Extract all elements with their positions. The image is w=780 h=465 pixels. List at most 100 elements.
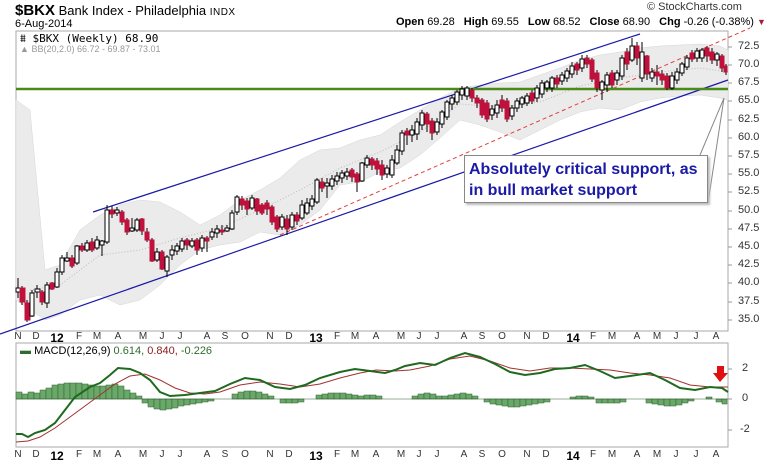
x-tick-label: M	[607, 449, 617, 460]
x-tick-label: N	[523, 331, 531, 342]
macd-line	[16, 351, 729, 439]
x-tick-label: J	[434, 449, 440, 460]
x-tick-label: S	[221, 331, 229, 342]
signal-value: 0.840,	[147, 345, 178, 357]
y-tick-label: 52.5	[738, 185, 760, 197]
price-legend: ⩩ $BKX (Weekly) 68.90	[20, 32, 158, 46]
y-tick-label: 57.5	[738, 149, 760, 161]
x-tick-label: J	[159, 331, 165, 342]
y-tick-label: 42.5	[738, 258, 760, 270]
y-tick-label: 55.0	[738, 167, 760, 179]
x-tick-label: A	[712, 449, 720, 460]
bb-legend: ▲ BB(20,2.0) 66.72 - 69.87 - 73.01	[20, 44, 161, 54]
x-tick-label: M	[396, 331, 406, 342]
x-tick-label: S	[478, 331, 486, 342]
price-legend-text: $BKX (Weekly) 68.90	[32, 32, 159, 45]
y-tick-label: 45.0	[738, 240, 760, 252]
x-tick-label: M	[607, 331, 617, 342]
macd-value: 0.614,	[113, 345, 145, 357]
chg-label: Chg	[659, 16, 681, 28]
down-triangle-icon: ▼	[757, 17, 766, 27]
x-tick-label: J	[416, 331, 422, 342]
chart-title: $BKX Bank Index - Philadelphia INDX	[15, 2, 236, 19]
bb-icon: ▲	[20, 44, 29, 54]
open-label: Open	[396, 16, 425, 28]
x-tick-label: D	[32, 449, 40, 460]
x-tick-label: M	[652, 331, 662, 342]
open-value: 69.28	[427, 16, 455, 28]
x-tick-label: A	[114, 331, 122, 342]
x-tick-label: A	[114, 449, 122, 460]
x-tick-label: A	[712, 331, 720, 342]
x-tick-label: A	[460, 449, 468, 460]
x-tick-label: A	[372, 449, 380, 460]
x-tick-label: M	[138, 331, 148, 342]
x-tick-label: J	[177, 449, 183, 460]
chg-value: -0.26 (-0.38%)	[683, 16, 754, 28]
ohlc-bar: Open 69.28 High 69.55 Low 68.52 Close 68…	[396, 16, 766, 28]
macd-y-tick-label: -2	[740, 423, 750, 435]
x-tick-label: M	[350, 331, 360, 342]
x-tick-label: M	[138, 449, 148, 460]
macd-legend-swatch: ▬	[20, 345, 31, 357]
x-tick-label: 12	[50, 331, 64, 345]
high-value: 69.55	[491, 16, 519, 28]
x-tick-label: A	[460, 331, 468, 342]
macd-y-tick-label: 2	[742, 362, 749, 374]
candlesticks	[15, 38, 728, 322]
x-tick-label: J	[177, 331, 183, 342]
candle-icon: ⩩	[20, 32, 26, 45]
x-tick-label: N	[523, 449, 531, 460]
x-tick-label: F	[75, 331, 83, 342]
x-tick-label: M	[652, 449, 662, 460]
y-tick-label: 37.5	[738, 295, 760, 307]
x-tick-label: D	[32, 331, 40, 342]
exchange: INDX	[209, 7, 236, 18]
sell-signal-arrow-icon	[713, 366, 728, 382]
x-tick-label: F	[589, 449, 597, 460]
x-tick-label: N	[266, 449, 274, 460]
y-tick-label: 65.0	[738, 94, 760, 106]
x-tick-label: F	[333, 331, 341, 342]
macd-y-tick-label: 0	[742, 392, 749, 404]
x-tick-label: A	[203, 449, 211, 460]
y-tick-label: 47.5	[738, 222, 760, 234]
x-tick-label: 14	[566, 331, 580, 345]
x-tick-label: D	[285, 331, 293, 342]
y-tick-label: 40.0	[738, 276, 760, 288]
x-tick-label: O	[241, 331, 249, 342]
x-tick-label: A	[633, 449, 641, 460]
x-tick-label: F	[333, 449, 341, 460]
x-tick-label: M	[92, 331, 102, 342]
bollinger-midline	[29, 67, 729, 291]
y-tick-label: 72.5	[738, 40, 760, 52]
x-tick-label: M	[396, 449, 406, 460]
x-tick-label: D	[285, 449, 293, 460]
upper-channel-line	[92, 33, 641, 213]
x-tick-label: J	[693, 331, 699, 342]
support-annotation: Absolutely critical support, as in bull …	[464, 155, 708, 203]
macd-legend-label: MACD(12,26,9)	[34, 345, 111, 357]
price-y-ticks	[728, 46, 732, 321]
x-tick-label: N	[14, 449, 22, 460]
hist-value: -0.226	[180, 345, 213, 357]
x-tick-label: J	[434, 331, 440, 342]
x-tick-label: N	[14, 331, 22, 342]
x-tick-label: J	[673, 449, 679, 460]
close-value: 68.90	[622, 16, 651, 28]
x-tick-label: F	[589, 331, 597, 342]
y-tick-label: 50.0	[738, 204, 760, 216]
x-tick-label: S	[221, 449, 229, 460]
x-tick-label: O	[498, 449, 506, 460]
lower-channel-line	[0, 79, 729, 335]
x-tick-label: 12	[50, 449, 64, 463]
x-tick-label: M	[92, 449, 102, 460]
index-name: Bank Index - Philadelphia	[58, 3, 207, 18]
x-tick-label: 13	[309, 449, 323, 463]
bollinger-band	[15, 43, 729, 321]
symbol: $BKX	[15, 2, 56, 19]
y-tick-label: 67.5	[738, 76, 760, 88]
x-tick-label: N	[266, 331, 274, 342]
x-tick-label: M	[350, 449, 360, 460]
